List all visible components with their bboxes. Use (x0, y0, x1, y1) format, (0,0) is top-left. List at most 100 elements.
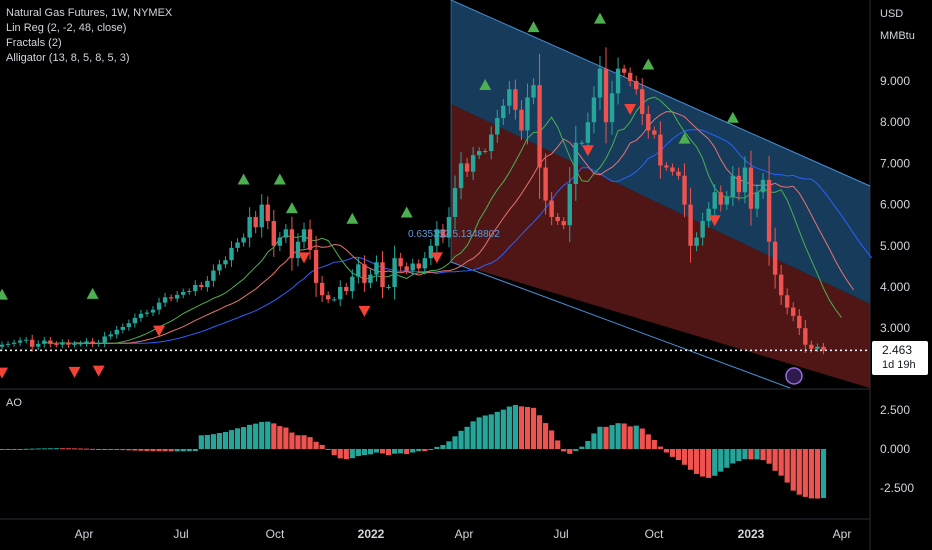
price-tick-label: 4.000 (880, 280, 910, 294)
candle-body (760, 179, 766, 193)
ao-histogram-bar (23, 448, 29, 450)
ao-histogram-bar (144, 449, 150, 451)
candle-body (537, 85, 542, 168)
candle-body (446, 216, 452, 238)
ao-histogram-bar (712, 449, 718, 476)
fractal-down-marker (0, 367, 8, 379)
price-tick-label: 5.000 (880, 239, 910, 253)
ao-histogram-bar (422, 449, 428, 452)
ao-histogram-bar (567, 449, 573, 454)
candle-body (585, 122, 591, 143)
ao-histogram-bar (627, 426, 633, 449)
candle-body (126, 323, 132, 327)
candle-body (652, 130, 657, 135)
candle-body (313, 249, 319, 283)
candle-body (156, 302, 162, 310)
ao-histogram-bar (343, 449, 349, 460)
ao-histogram-bar (458, 430, 464, 449)
ao-histogram-bar (573, 449, 579, 451)
candle-body (603, 68, 609, 123)
candle-body (247, 216, 252, 238)
ao-histogram-bar (790, 449, 796, 491)
candle-body (392, 258, 397, 287)
ao-histogram-bar (355, 449, 361, 457)
candle-body (458, 163, 464, 189)
ao-histogram-bar (633, 425, 639, 449)
ao-histogram-bar (802, 449, 808, 497)
ao-histogram-bar (17, 449, 23, 450)
fractal-up-marker (726, 111, 739, 123)
regression-label: 0.635352 5.1348802 (408, 229, 500, 240)
candle-body (470, 155, 476, 172)
ao-histogram-bar (681, 449, 688, 465)
ao-histogram-bar (29, 448, 35, 450)
price-tick-label: 9.000 (880, 74, 910, 88)
candle-body (495, 118, 500, 135)
time-tick-label: Jul (173, 527, 188, 541)
candle-body (259, 204, 264, 228)
candle-body (235, 242, 240, 248)
candle-body (332, 299, 337, 301)
ao-histogram-bar (319, 444, 325, 449)
candle-body (380, 262, 385, 287)
ao-histogram-bar (524, 407, 531, 449)
ao-histogram-bar (41, 448, 47, 450)
alligator-lips-line (44, 96, 843, 345)
time-tick-label: Oct (645, 527, 664, 541)
alligator-jaw-line (122, 129, 873, 344)
candle-body (797, 315, 802, 329)
ao-histogram-bar (536, 415, 543, 449)
ao-histogram-bar (766, 449, 772, 464)
candle-body (658, 134, 663, 166)
candle-body (464, 163, 470, 172)
time-tick-label: Oct (266, 527, 285, 541)
candle-body (23, 339, 29, 341)
candle-body (525, 97, 530, 131)
ao-histogram-bar (216, 433, 223, 449)
candle-body (676, 171, 681, 176)
candle-body (483, 151, 488, 153)
candle-body (646, 113, 651, 131)
candle-body (615, 68, 621, 94)
ao-histogram-bar (494, 411, 500, 449)
ao-histogram-bar (663, 449, 669, 453)
ao-histogram-bar (35, 448, 41, 450)
fractal-up-marker (86, 287, 99, 299)
ao-histogram-bar (555, 440, 561, 449)
time-tick-label: Jul (553, 527, 568, 541)
candle-body (90, 341, 95, 344)
candle-body (78, 343, 83, 345)
candle-body (555, 216, 560, 222)
ao-histogram-bar (718, 449, 724, 472)
ao-histogram-bar (204, 434, 210, 449)
candle-body (223, 260, 228, 265)
legend-alligator: Alligator (13, 8, 5, 8, 5, 3) (6, 52, 130, 64)
ao-histogram-bar (778, 449, 784, 476)
candle-body (410, 263, 415, 271)
candle-body (211, 270, 216, 281)
ao-histogram-bar (597, 426, 603, 449)
candle-body (766, 179, 772, 242)
candle-body (265, 204, 270, 222)
ao-histogram-bar (730, 449, 736, 464)
ao-histogram-bar (760, 449, 766, 461)
ao-histogram-bar (102, 449, 108, 450)
ao-histogram-bar (621, 423, 627, 449)
candle-body (428, 245, 434, 259)
ao-histogram-bar (512, 404, 518, 449)
candle-body (567, 184, 572, 226)
ao-histogram-bar (277, 426, 283, 449)
candle-body (356, 264, 361, 277)
ao-histogram-bar (530, 407, 537, 449)
ao-histogram-bar (210, 434, 216, 449)
fractal-up-marker (642, 58, 655, 70)
candle-body (350, 276, 355, 292)
linreg-lower-band (451, 104, 870, 388)
last-price: 2.463 (882, 343, 913, 357)
candle-body (132, 317, 138, 324)
ao-tick-label: 0.000 (880, 442, 910, 456)
ao-histogram-bar (11, 449, 17, 450)
ao-pane-label: AO (6, 397, 22, 409)
candle-body (48, 340, 53, 344)
